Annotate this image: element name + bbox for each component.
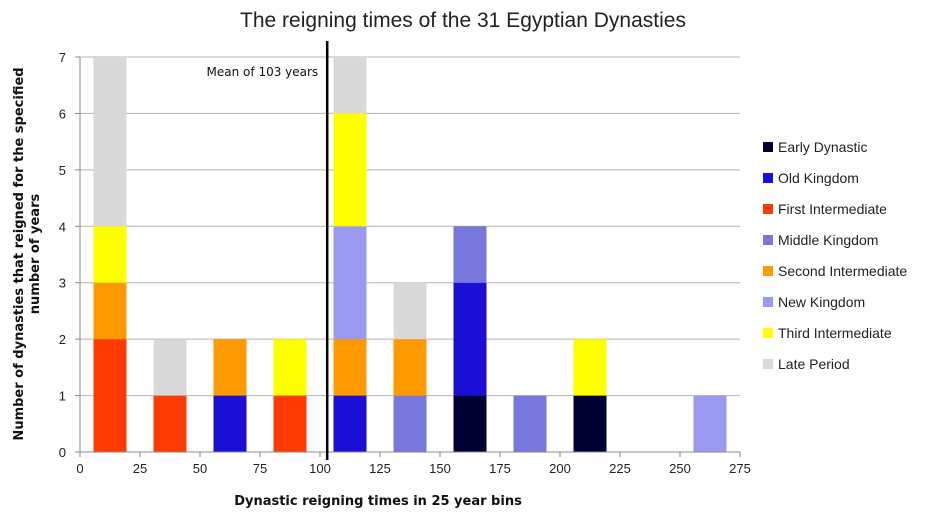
bar-late-period-bin-5 [393, 282, 427, 340]
bar-late-period-bin-1 [153, 339, 187, 396]
legend-label-third-intermediate: Third Intermediate [778, 325, 892, 341]
legend-label-early-dynastic: Early Dynastic [778, 139, 867, 155]
x-tick-labels: 0 25 50 75 100 125 150 175 200 225 250 275 [76, 461, 750, 476]
legend-label-old-kingdom: Old Kingdom [778, 170, 859, 186]
y-tick-label-4: 4 [59, 219, 66, 234]
bar-third-intermediate-bin-4 [333, 113, 367, 227]
x-tick-label-75: 75 [253, 461, 267, 476]
legend-label-new-kingdom: New Kingdom [778, 294, 865, 310]
x-tick-label-0: 0 [76, 461, 83, 476]
y-tick-label-0: 0 [59, 445, 66, 460]
bar-third-intermediate-bin-3 [273, 339, 307, 396]
legend-label-first-intermediate: First Intermediate [778, 201, 887, 217]
bar-middle-kingdom-bin-7 [513, 395, 547, 452]
legend-swatch-late-period [763, 359, 773, 369]
x-tick-label-100: 100 [309, 461, 331, 476]
axes [75, 56, 741, 457]
bar-first-intermediate-bin-0 [93, 339, 127, 452]
legend-label-middle-kingdom: Middle Kingdom [778, 232, 878, 248]
bar-first-intermediate-bin-3 [273, 395, 307, 452]
mean-line-group: Mean of 103 years [207, 41, 329, 460]
bar-middle-kingdom-bin-5 [393, 395, 427, 452]
y-axis-title-line-1: Number of dynasties that reigned for the… [12, 67, 27, 440]
legend-swatch-early-dynastic [763, 142, 773, 152]
bar-old-kingdom-bin-2 [213, 395, 247, 452]
x-tick-label-125: 125 [369, 461, 391, 476]
bar-old-kingdom-bin-4 [333, 395, 367, 452]
legend-swatch-first-intermediate [763, 204, 773, 214]
y-tick-label-5: 5 [59, 163, 66, 178]
x-tick-label-225: 225 [609, 461, 631, 476]
legend-label-late-period: Late Period [778, 356, 850, 372]
x-tick-label-275: 275 [729, 461, 751, 476]
y-tick-labels: 0 1 2 3 4 5 6 7 [59, 50, 66, 460]
bar-middle-kingdom-bin-6 [453, 226, 487, 283]
chart-title: The reigning times of the 31 Egyptian Dy… [240, 9, 686, 32]
bar-third-intermediate-bin-8 [573, 339, 607, 396]
y-axis-title-line-2: number of years [28, 194, 43, 315]
bar-new-kingdom-bin-10 [693, 395, 727, 452]
y-tick-label-1: 1 [59, 389, 66, 404]
bars-group [93, 57, 727, 452]
y-tick-label-2: 2 [59, 332, 66, 347]
bar-second-intermediate-bin-5 [393, 339, 427, 396]
x-axis-title: Dynastic reigning times in 25 year bins [234, 494, 522, 509]
legend-swatch-middle-kingdom [763, 235, 773, 245]
x-tick-label-175: 175 [489, 461, 511, 476]
bar-old-kingdom-bin-6 [453, 282, 487, 396]
x-tick-label-25: 25 [133, 461, 147, 476]
bar-new-kingdom-bin-4 [333, 226, 367, 340]
x-tick-label-50: 50 [193, 461, 207, 476]
y-tick-label-6: 6 [59, 106, 66, 121]
y-tick-label-3: 3 [59, 276, 66, 291]
x-tick-label-150: 150 [429, 461, 451, 476]
x-tick-label-250: 250 [669, 461, 691, 476]
bar-third-intermediate-bin-0 [93, 226, 127, 283]
mean-annotation: Mean of 103 years [207, 65, 319, 79]
bar-early-dynastic-bin-8 [573, 395, 607, 452]
bar-second-intermediate-bin-0 [93, 282, 127, 340]
bar-late-period-bin-4 [333, 57, 367, 114]
legend-swatch-second-intermediate [763, 266, 773, 276]
x-tick-label-200: 200 [549, 461, 571, 476]
y-axis-title: Number of dynasties that reigned for the… [12, 67, 43, 440]
legend-swatch-third-intermediate [763, 328, 773, 338]
bar-late-period-bin-0 [93, 57, 127, 227]
bar-second-intermediate-bin-2 [213, 339, 247, 396]
legend-swatch-old-kingdom [763, 173, 773, 183]
bar-second-intermediate-bin-4 [333, 339, 367, 396]
y-tick-label-7: 7 [59, 50, 66, 65]
bar-first-intermediate-bin-1 [153, 395, 187, 452]
legend: Early Dynastic Old Kingdom First Intermedi… [763, 139, 907, 372]
bar-early-dynastic-bin-6 [453, 395, 487, 452]
legend-label-second-intermediate: Second Intermediate [778, 263, 907, 279]
legend-swatch-new-kingdom [763, 297, 773, 307]
